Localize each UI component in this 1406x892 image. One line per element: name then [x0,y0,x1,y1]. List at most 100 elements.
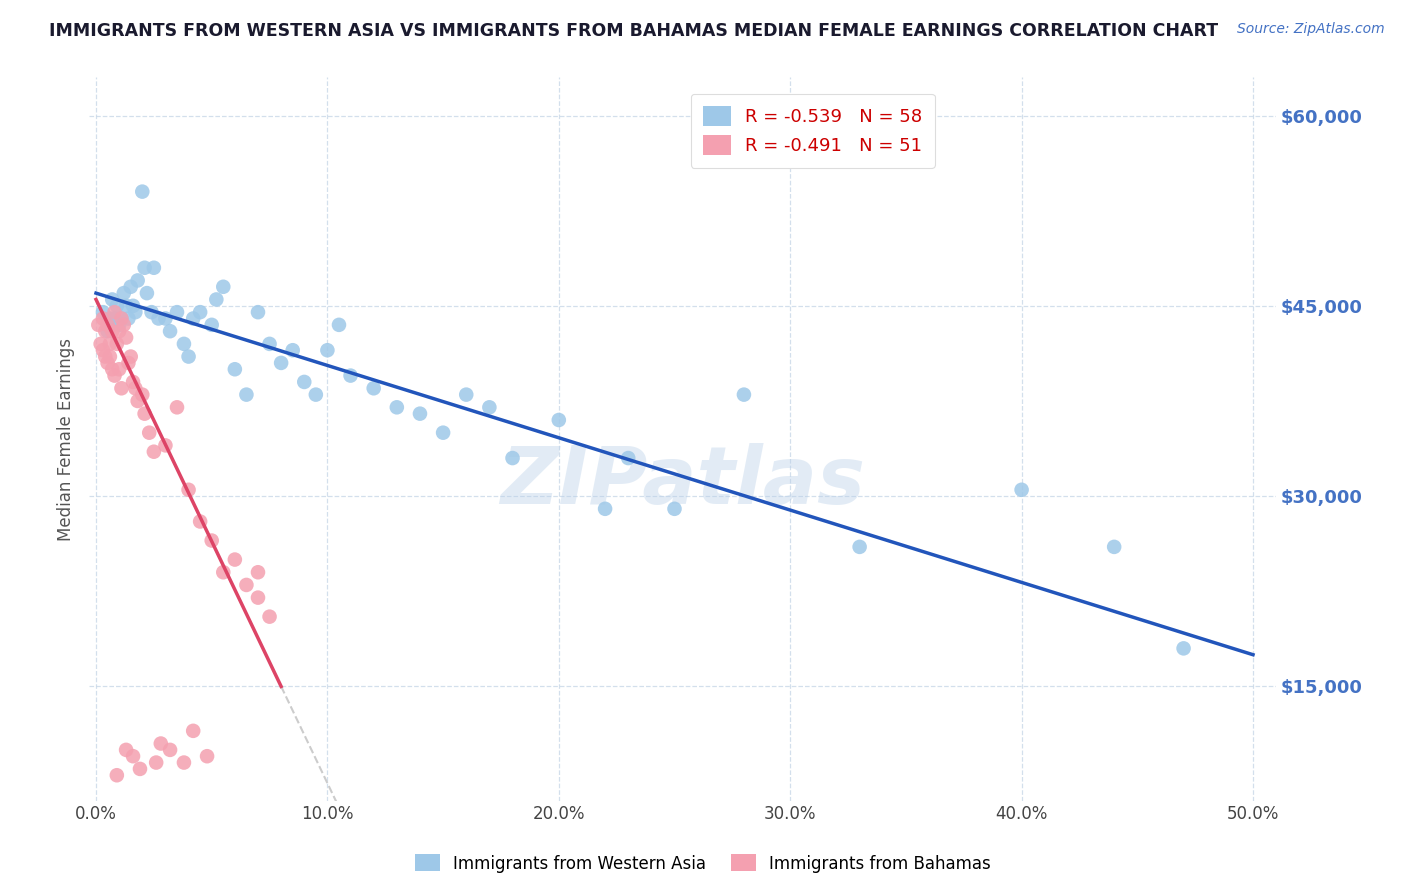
Point [212,566,235,580]
Point [409,407,432,421]
Point [664,501,686,516]
Point [108,318,131,332]
Point [270,356,292,370]
Point [117,311,139,326]
Point [339,368,361,383]
Point [159,743,181,757]
Point [127,394,149,409]
Point [363,381,385,395]
Point [181,311,204,326]
Point [212,280,235,294]
Point [848,540,870,554]
Point [155,438,177,452]
Point [110,311,132,326]
Point [90,337,112,351]
Point [159,324,181,338]
Point [87,318,110,332]
Text: IMMIGRANTS FROM WESTERN ASIA VS IMMIGRANTS FROM BAHAMAS MEDIAN FEMALE EARNINGS C: IMMIGRANTS FROM WESTERN ASIA VS IMMIGRAN… [49,22,1219,40]
Point [142,260,165,275]
Point [432,425,454,440]
Point [112,318,135,332]
Point [235,387,257,401]
Legend: Immigrants from Western Asia, Immigrants from Bahamas: Immigrants from Western Asia, Immigrants… [408,847,998,880]
Point [94,324,117,338]
Point [115,299,138,313]
Point [122,375,145,389]
Point [1011,483,1033,497]
Point [145,756,167,770]
Point [98,350,121,364]
Point [110,311,132,326]
Point [98,311,121,326]
Point [108,362,131,376]
Point [131,387,153,401]
Point [122,299,145,313]
Point [101,362,124,376]
Point [547,413,569,427]
Point [103,311,125,326]
Point [117,356,139,370]
Point [188,515,211,529]
Point [115,330,138,344]
Point [188,305,211,319]
Point [129,762,152,776]
Point [281,343,304,358]
Point [328,318,350,332]
Text: Source: ZipAtlas.com: Source: ZipAtlas.com [1237,22,1385,37]
Point [201,533,224,548]
Point [593,501,616,516]
Point [97,356,120,370]
Point [195,749,218,764]
Point [259,337,281,351]
Point [173,756,195,770]
Point [122,749,145,764]
Point [224,552,246,566]
Point [94,350,117,364]
Point [124,305,146,319]
Point [108,324,131,338]
Point [181,723,204,738]
Point [103,305,125,319]
Point [155,311,177,326]
Point [91,305,114,319]
Point [201,318,224,332]
Point [105,768,128,782]
Point [224,362,246,376]
Point [177,350,200,364]
Point [112,286,135,301]
Point [316,343,339,358]
Point [98,337,121,351]
Y-axis label: Median Female Earnings: Median Female Earnings [58,337,75,541]
Point [97,324,120,338]
Point [105,299,128,313]
Text: ZIPatlas: ZIPatlas [501,443,865,522]
Point [733,387,755,401]
Point [149,737,172,751]
Point [173,337,195,351]
Point [115,743,138,757]
Point [305,387,328,401]
Point [101,324,124,338]
Point [502,451,524,466]
Point [101,293,124,307]
Point [166,305,188,319]
Point [135,286,157,301]
Point [134,260,156,275]
Point [456,387,478,401]
Point [292,375,315,389]
Point [166,401,188,415]
Point [134,407,156,421]
Point [1102,540,1125,554]
Point [91,311,114,326]
Point [1173,641,1195,656]
Point [142,444,165,458]
Point [138,425,160,440]
Point [148,311,170,326]
Point [205,293,228,307]
Point [177,483,200,497]
Point [246,305,269,319]
Point [235,578,257,592]
Point [127,273,149,287]
Point [246,566,269,580]
Point [97,318,120,332]
